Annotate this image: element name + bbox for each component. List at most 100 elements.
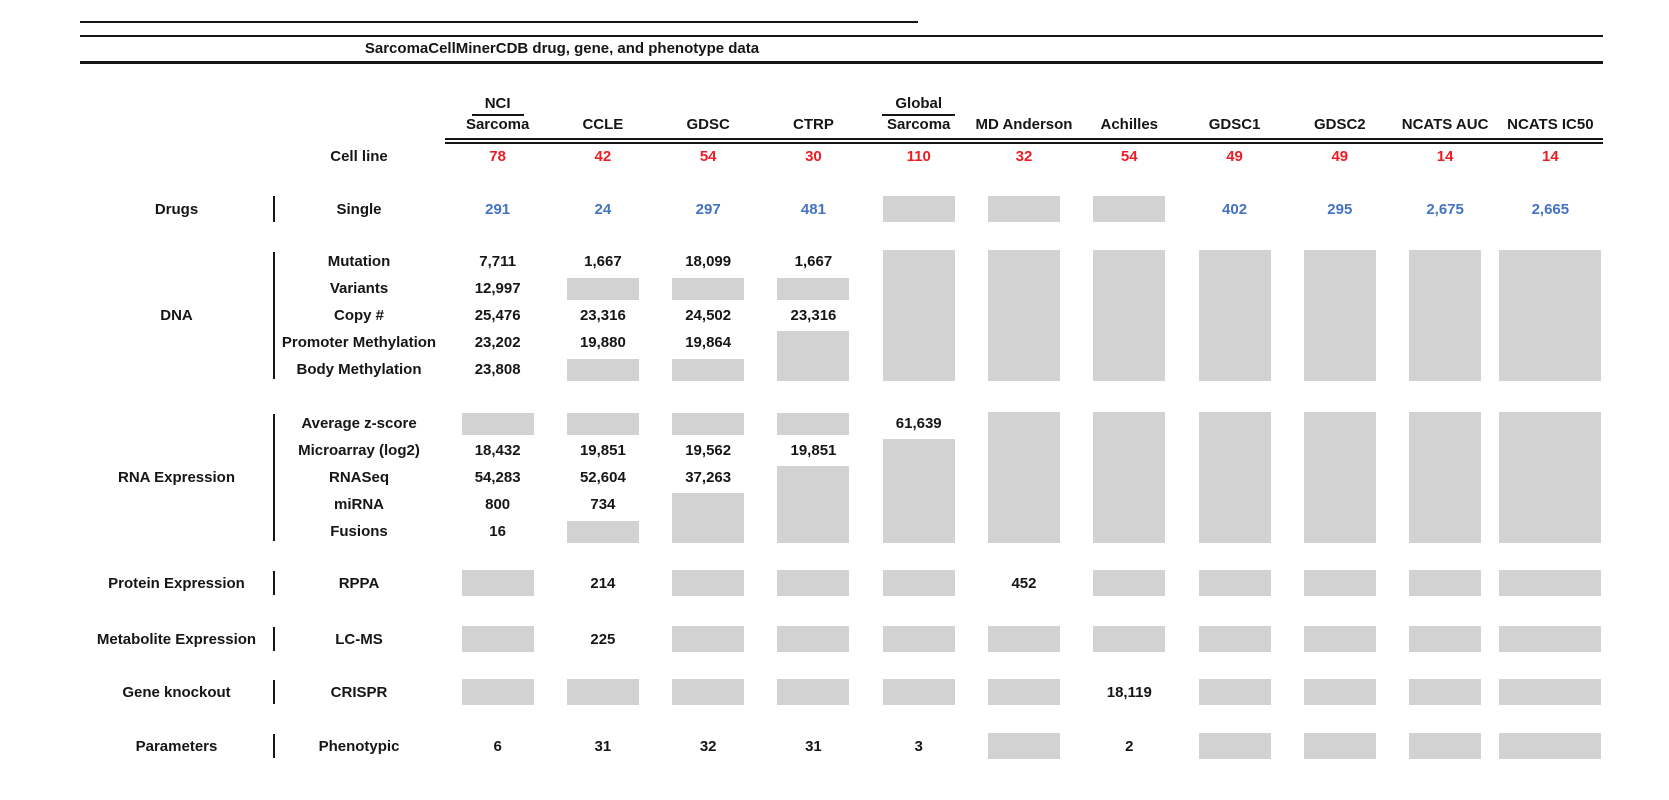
category-label: DNA bbox=[160, 307, 193, 324]
value-cell: 19,851 bbox=[579, 442, 626, 459]
value-cell: 214 bbox=[590, 574, 616, 592]
row-label: RNASeq bbox=[328, 469, 389, 486]
row-label: Copy # bbox=[333, 307, 384, 324]
column-header-label: GDSC2 bbox=[1313, 116, 1366, 134]
missing-data-box bbox=[566, 412, 639, 435]
column-header-label: Sarcoma bbox=[465, 116, 530, 134]
column-header-label: MD Anderson bbox=[975, 116, 1073, 134]
title-bottom-rule bbox=[80, 61, 1603, 64]
missing-data-box bbox=[1409, 626, 1482, 652]
missing-data-box bbox=[882, 679, 955, 705]
row-label: Fusions bbox=[330, 523, 388, 540]
missing-data-box bbox=[882, 196, 955, 222]
missing-data-box bbox=[1198, 570, 1271, 596]
missing-data-box bbox=[777, 331, 850, 381]
top-rule bbox=[80, 35, 1603, 37]
missing-data-box bbox=[1499, 679, 1602, 705]
column-header-md-anderson: MD Anderson bbox=[971, 82, 1076, 138]
row-label: Variants bbox=[329, 280, 389, 297]
value-cell: 2,675 bbox=[1426, 200, 1464, 218]
cell-line-count: 14 bbox=[1542, 147, 1559, 165]
row-label: LC-MS bbox=[335, 630, 383, 648]
value-cell: 6 bbox=[493, 737, 502, 755]
dna-block: DNA Mutation Variants Copy # Promoter Me… bbox=[80, 248, 1603, 383]
value-cell: 1,667 bbox=[584, 253, 622, 270]
rna-expression-block: RNA Expression Average z-score Microarra… bbox=[80, 410, 1603, 545]
value-cell: 734 bbox=[590, 496, 616, 513]
value-cell: 19,851 bbox=[790, 442, 837, 459]
gene-knockout-block: Gene knockout CRISPR 18,119 bbox=[80, 676, 1603, 708]
missing-data-box bbox=[1303, 412, 1376, 543]
value-cell: 295 bbox=[1327, 200, 1353, 218]
missing-data-box bbox=[566, 358, 639, 381]
value-cell: 297 bbox=[695, 200, 721, 218]
column-header-gdsc: GDSC bbox=[656, 82, 761, 138]
value-cell: 291 bbox=[485, 200, 511, 218]
row-label: Promoter Methylation bbox=[281, 334, 437, 351]
column-header-gdsc1: GDSC1 bbox=[1182, 82, 1287, 138]
missing-data-box bbox=[1499, 412, 1602, 543]
cell-line-count: 54 bbox=[699, 147, 717, 165]
missing-data-box bbox=[461, 412, 534, 435]
cell-line-count: 49 bbox=[1331, 147, 1349, 165]
column-header-label: NCATS IC50 bbox=[1507, 116, 1594, 134]
column-header-label: Sarcoma bbox=[887, 116, 951, 134]
missing-data-box bbox=[1093, 626, 1166, 652]
row-label: Average z-score bbox=[301, 415, 417, 432]
value-cell: 481 bbox=[800, 200, 826, 218]
missing-data-box bbox=[987, 626, 1060, 652]
protein-expression-block: Protein Expression RPPA 214 452 bbox=[80, 567, 1603, 599]
category-label: Drugs bbox=[154, 200, 199, 218]
missing-data-box bbox=[672, 570, 745, 596]
missing-data-box bbox=[1409, 412, 1482, 543]
category-divider bbox=[273, 252, 275, 379]
missing-data-box bbox=[1409, 570, 1482, 596]
value-cell: 18,432 bbox=[474, 442, 521, 459]
column-header-label: CCLE bbox=[582, 116, 624, 134]
missing-data-box bbox=[1499, 570, 1602, 596]
missing-data-box bbox=[777, 626, 850, 652]
value-cell: 19,562 bbox=[685, 442, 732, 459]
value-cell: 3 bbox=[914, 737, 923, 755]
column-header-label: GDSC bbox=[686, 116, 730, 134]
value-cell: 32 bbox=[699, 737, 717, 755]
missing-data-box bbox=[566, 679, 639, 705]
missing-data-box bbox=[672, 626, 745, 652]
column-header-gdsc2: GDSC2 bbox=[1287, 82, 1392, 138]
missing-data-box bbox=[882, 439, 955, 543]
value-cell: 2,665 bbox=[1531, 200, 1570, 218]
category-divider bbox=[273, 627, 275, 651]
missing-data-box bbox=[882, 570, 955, 596]
missing-data-box bbox=[461, 570, 534, 596]
missing-data-box bbox=[672, 277, 745, 300]
column-header-ccle: CCLE bbox=[550, 82, 655, 138]
missing-data-box bbox=[1409, 679, 1482, 705]
missing-data-box bbox=[1198, 626, 1271, 652]
value-cell: 23,316 bbox=[579, 307, 626, 324]
missing-data-box bbox=[777, 412, 850, 435]
missing-data-box bbox=[1303, 733, 1376, 759]
missing-data-box bbox=[1409, 250, 1482, 381]
missing-data-box bbox=[987, 733, 1060, 759]
missing-data-box bbox=[1303, 626, 1376, 652]
top-rule-partial bbox=[80, 21, 918, 23]
missing-data-box bbox=[1093, 196, 1166, 222]
value-cell: 31 bbox=[805, 737, 822, 755]
cell-line-count: 30 bbox=[805, 147, 822, 165]
row-label: Mutation bbox=[327, 253, 391, 270]
value-cell: 24 bbox=[594, 200, 612, 218]
row-label: RPPA bbox=[338, 574, 380, 592]
cell-line-count: 42 bbox=[594, 147, 612, 165]
missing-data-box bbox=[882, 626, 955, 652]
missing-data-box bbox=[882, 250, 955, 381]
cell-line-count: 14 bbox=[1436, 147, 1454, 165]
missing-data-box bbox=[987, 196, 1060, 222]
missing-data-box bbox=[1093, 412, 1166, 543]
missing-data-box bbox=[1499, 733, 1602, 759]
value-cell: 16 bbox=[489, 523, 506, 540]
value-cell: 19,880 bbox=[579, 334, 626, 351]
value-cell: 452 bbox=[1011, 574, 1037, 592]
category-divider bbox=[273, 196, 275, 222]
row-label: Single bbox=[336, 200, 382, 218]
